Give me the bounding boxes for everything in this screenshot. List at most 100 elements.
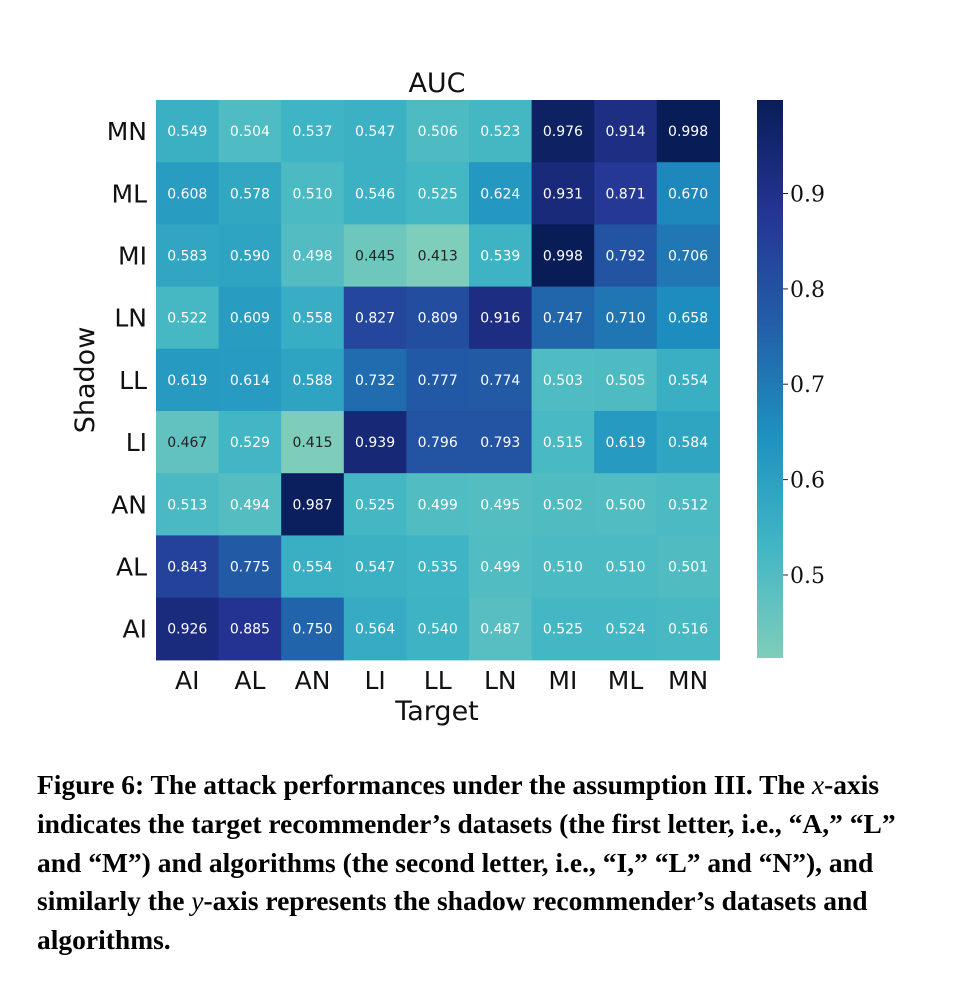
cell-value-label: 0.506 — [418, 124, 458, 140]
y-tick-labels: MN ML MI LN LL LI AN AL AI — [107, 117, 147, 644]
cell-value-label: 0.515 — [543, 435, 583, 451]
heatmap-cell — [656, 100, 720, 163]
heatmap-cell — [281, 597, 345, 661]
cell-value-label: 0.539 — [480, 249, 520, 265]
caption-part2: -axis indicates the target recommender’s… — [37, 769, 896, 917]
chart-title: AUC — [408, 68, 465, 99]
heatmap-cell — [281, 348, 345, 412]
colorbar-tick-label: 0.5 — [790, 564, 825, 589]
x-tick-label: LI — [364, 666, 385, 695]
cell-value-label: 0.549 — [167, 124, 207, 140]
cell-value-label: 0.554 — [292, 560, 332, 576]
cell-value-label: 0.413 — [418, 249, 458, 265]
heatmap-cell — [218, 597, 282, 661]
y-tick-label: LL — [119, 366, 147, 395]
caption-y-italic: y — [191, 885, 204, 917]
cell-value-label: 0.916 — [480, 311, 520, 327]
cell-value-label: 0.931 — [543, 186, 583, 202]
cell-value-label: 0.747 — [543, 311, 583, 327]
cell-value-label: 0.505 — [605, 373, 645, 389]
cell-value-label: 0.774 — [480, 373, 520, 389]
y-tick-label: AI — [123, 615, 147, 644]
cell-value-label: 0.498 — [292, 249, 332, 265]
heatmap-cell — [594, 348, 658, 412]
heatmap-cell — [469, 162, 533, 225]
cell-value-label: 0.535 — [418, 560, 458, 576]
cell-value-label: 0.547 — [355, 124, 395, 140]
heatmap-cell — [343, 535, 407, 599]
cell-value-label: 0.554 — [668, 373, 708, 389]
cell-value-label: 0.524 — [605, 622, 645, 638]
cell-value-label: 0.590 — [230, 249, 270, 265]
heatmap-cell — [156, 224, 220, 288]
heatmap-cell — [406, 100, 470, 163]
colorbar-tick-label: 0.6 — [790, 469, 825, 494]
heatmap-cell — [156, 348, 220, 412]
heatmap-cell — [656, 535, 720, 599]
cell-value-label: 0.710 — [605, 311, 645, 327]
x-tick-label: ML — [608, 666, 644, 695]
heatmap-cell — [343, 411, 407, 474]
colorbar-tick-label: 0.7 — [790, 373, 825, 398]
heatmap-chart: AUC 0.549 0.504 0.537 0.547 0.506 0.523 0.976 0… — [70, 68, 825, 727]
heatmap-cell — [156, 535, 220, 599]
heatmap-cell — [656, 162, 720, 225]
heatmap-cell — [156, 100, 220, 163]
cell-value-label: 0.670 — [668, 186, 708, 202]
figure-caption: Figure 6: The attack performances under … — [37, 766, 897, 960]
heatmap-cell — [218, 100, 282, 163]
heatmap-cell — [406, 597, 470, 661]
cell-value-label: 0.467 — [167, 435, 207, 451]
cell-value-label: 0.809 — [418, 311, 458, 327]
cell-value-label: 0.503 — [543, 373, 583, 389]
cell-value-label: 0.537 — [292, 124, 332, 140]
x-tick-label: LN — [484, 666, 517, 695]
heatmap-cell — [469, 535, 533, 599]
cell-value-label: 0.502 — [543, 497, 583, 513]
heatmap-cell — [594, 286, 658, 350]
y-tick-label: ML — [112, 179, 148, 208]
cell-value-label: 0.619 — [167, 373, 207, 389]
x-axis-label: Target — [394, 696, 479, 727]
cell-value-label: 0.792 — [605, 249, 645, 265]
heatmap-cell — [406, 411, 470, 474]
heatmap-cell — [406, 473, 470, 536]
cell-value-label: 0.578 — [230, 186, 270, 202]
heatmap-cell — [531, 597, 595, 661]
y-tick-label: LN — [114, 304, 147, 333]
cell-value-label: 0.609 — [230, 311, 270, 327]
heatmap-cell — [469, 286, 533, 350]
cell-value-label: 0.624 — [480, 186, 520, 202]
x-tick-label: MI — [548, 666, 577, 695]
cell-value-label: 0.525 — [543, 622, 583, 638]
heatmap-cell — [156, 162, 220, 225]
caption-lead: Figure 6: The attack performances under … — [37, 769, 753, 800]
cell-value-label: 0.843 — [167, 560, 207, 576]
cell-value-label: 0.487 — [480, 622, 520, 638]
cell-value-label: 0.588 — [292, 373, 332, 389]
cell-value-label: 0.584 — [668, 435, 708, 451]
heatmap-cell — [406, 162, 470, 225]
heatmap-cell — [594, 162, 658, 225]
heatmap-cell — [343, 473, 407, 536]
cell-value-label: 0.499 — [418, 497, 458, 513]
heatmap-cell — [594, 597, 658, 661]
heatmap-cell — [156, 597, 220, 661]
cell-value-label: 0.914 — [605, 124, 645, 140]
heatmap-cell — [594, 473, 658, 536]
heatmap-cell — [469, 597, 533, 661]
cell-value-label: 0.564 — [355, 622, 395, 638]
cell-value-label: 0.976 — [543, 124, 583, 140]
heatmap-cell — [531, 162, 595, 225]
heatmap-cell — [218, 348, 282, 412]
cell-value-label: 0.987 — [292, 497, 332, 513]
cell-value-label: 0.619 — [605, 435, 645, 451]
heatmap-cell — [406, 535, 470, 599]
heatmap-cell — [656, 473, 720, 536]
cell-value-label: 0.885 — [230, 622, 270, 638]
heatmap-cell — [469, 473, 533, 536]
cell-value-label: 0.415 — [292, 435, 332, 451]
x-tick-labels: AI AL AN LI LL LN MI ML MN — [175, 666, 708, 695]
heatmap-cell — [218, 535, 282, 599]
heatmap-cell — [343, 224, 407, 288]
